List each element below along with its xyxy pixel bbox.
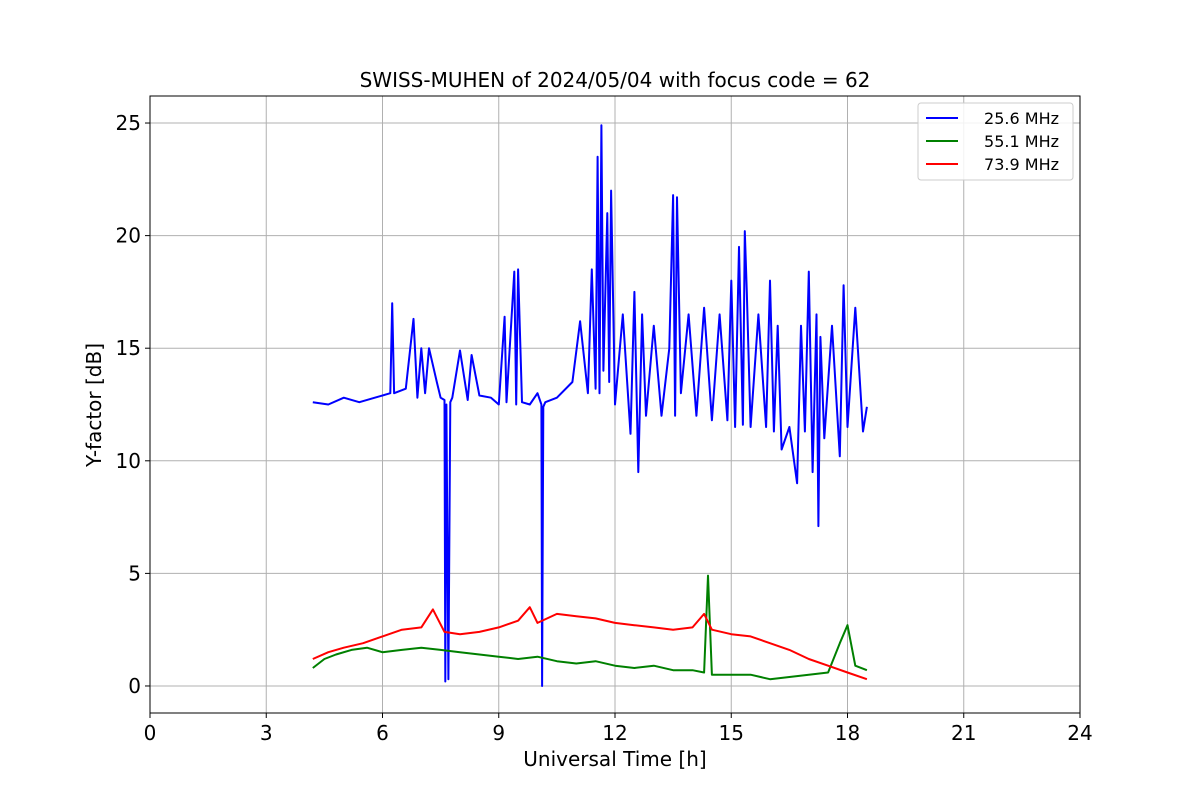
series-line-3 <box>312 606 868 681</box>
x-tick-label: 9 <box>492 721 505 745</box>
legend-label: 55.1 MHz <box>984 132 1059 151</box>
x-tick-label: 24 <box>1067 721 1092 745</box>
x-tick-label: 0 <box>144 721 157 745</box>
legend: 25.6 MHz 55.1 MHz 73.9 MHz <box>917 102 1074 181</box>
x-tick-label: 6 <box>376 721 389 745</box>
y-tick-label: 20 <box>116 224 141 248</box>
x-tick-label: 12 <box>602 721 627 745</box>
series-layer <box>312 124 868 687</box>
y-tick-label: 5 <box>128 561 141 585</box>
x-tick-label: 15 <box>719 721 744 745</box>
y-tick-label: 15 <box>116 336 141 360</box>
x-axis-label: Universal Time [h] <box>523 747 706 771</box>
chart-title: SWISS-MUHEN of 2024/05/04 with focus cod… <box>360 68 871 92</box>
series-line-1 <box>312 124 868 687</box>
legend-box <box>917 102 1074 181</box>
y-tick-label: 10 <box>116 449 141 473</box>
y-tick-label: 0 <box>128 674 141 698</box>
y-tick-label: 25 <box>116 111 141 135</box>
x-tick-label: 21 <box>951 721 976 745</box>
series-line-2 <box>312 574 868 681</box>
ticks: 0 3 6 9 12 15 18 21 24 0 5 10 15 20 25 <box>116 111 1093 745</box>
legend-label: 25.6 MHz <box>984 109 1059 128</box>
y-axis-label: Y-factor [dB] <box>82 343 106 468</box>
x-tick-label: 18 <box>835 721 860 745</box>
legend-label: 73.9 MHz <box>984 155 1059 174</box>
x-tick-label: 3 <box>260 721 273 745</box>
